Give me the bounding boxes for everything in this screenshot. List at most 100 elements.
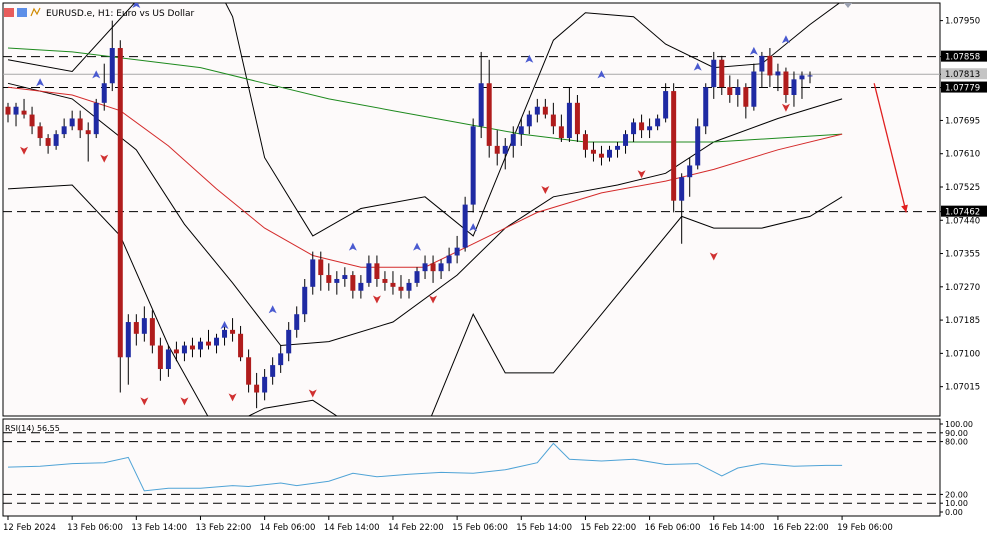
trading-icon[interactable] [30,7,41,17]
candle-body [558,126,564,139]
price-axis-label: 1.07779 [945,84,980,94]
buy-signal-arrow [413,242,422,251]
candle-body [334,278,340,283]
candle-body [342,275,348,279]
price-axis-label: 1.07813 [945,70,980,80]
buy-signal-arrow [268,305,277,314]
candle-body [406,282,412,291]
sell-signal-arrow [228,393,237,402]
candle-body [598,153,604,158]
candle-body [61,126,67,135]
candle-body [590,149,596,154]
candle-body [679,177,685,201]
candle-body [422,263,428,272]
candle-body [518,126,524,135]
candle-body [53,134,59,146]
candle-body [214,337,220,346]
rsi-axis-label: 90.00 [945,429,968,438]
rsi-axis-label: 10.00 [945,499,968,508]
candle-body [534,106,540,115]
candle-body [574,102,580,135]
projection-arrow-line [873,83,907,213]
candle-body [759,55,765,72]
candle-body [101,83,107,103]
candle-body [125,322,131,358]
candle-body [286,329,292,354]
candle-body [703,87,709,127]
price-panel [2,2,941,417]
candle-body [486,83,492,146]
price-axis-label: 1.07610 [945,150,980,160]
time-axis-label: 16 Feb 06:00 [645,523,701,533]
candle-body [366,263,372,283]
candle-body [13,106,19,115]
candle-body [663,91,669,119]
candle-body [350,275,356,291]
rsi-label-group: RSI(14) 56.55 [5,424,60,433]
candle-body [117,48,123,358]
time-axis-label: 16 Feb 14:00 [709,523,765,533]
candle-body [687,165,693,178]
candle-body [438,263,444,272]
candle-body [735,87,741,95]
sell-signal-arrow [637,170,646,179]
candle-body [5,106,11,115]
price-label-box [941,50,987,62]
candle-body [230,329,236,334]
candle-body [246,357,252,385]
rsi-frame [2,418,941,517]
price-axis-label: 1.07462 [945,208,980,218]
candle-body [783,71,789,95]
candle-body [454,247,460,256]
candle-body [93,102,99,135]
candle-body [414,271,420,283]
price-label-box [941,81,987,93]
price-axis-label: 1.07015 [945,383,980,393]
candle-body [727,87,733,95]
candle-body [695,126,701,166]
candle-body [69,118,75,127]
candle-body [807,75,813,77]
sell-signal-arrow [180,397,189,406]
candle-body [711,59,717,88]
sell-signal-arrow [781,103,790,112]
candle-body [165,349,171,370]
candle-body [775,71,781,76]
candle-body [21,110,27,115]
time-axis-label: 12 Feb 2024 [3,523,56,533]
projection-arrow-head [901,204,908,213]
candle-body [206,341,211,346]
price-axis-label: 1.07185 [945,316,980,326]
candle-body [743,87,749,107]
time-axis-label: 14 Feb 14:00 [324,523,380,533]
chart-menu-icon[interactable] [4,8,14,17]
rsi-panel [2,418,941,517]
price-axis-label: 1.07695 [945,116,980,126]
candle-body [430,263,436,272]
sell-signal-arrow [140,397,149,406]
candle-body [510,134,516,146]
candle-body [462,204,468,248]
candle-body [470,126,476,205]
time-axis-label: 15 Feb 14:00 [516,523,572,533]
candle-body [29,114,35,127]
price-axis-label: 1.07440 [945,216,980,226]
candle-body [502,145,508,154]
candle-body [390,282,396,287]
rsi-axis-label: 80.00 [945,438,968,447]
candle-body [141,318,147,334]
candle-body [45,138,51,146]
price-frame [2,2,941,417]
window-icon[interactable] [17,8,27,17]
chart-header: EURUSD.e, H1: Euro vs US Dollar [4,7,195,19]
candle-body [631,122,637,135]
candle-body [398,286,404,291]
candle-body [302,286,308,315]
candle-body [109,48,115,84]
buy-signal-arrow [36,78,45,87]
time-axis-label: 13 Feb 14:00 [131,523,187,533]
rsi-axis-label: 100.00 [945,420,973,429]
candle-body [566,102,572,139]
candle-body [791,79,797,95]
price-label-box [941,68,987,80]
